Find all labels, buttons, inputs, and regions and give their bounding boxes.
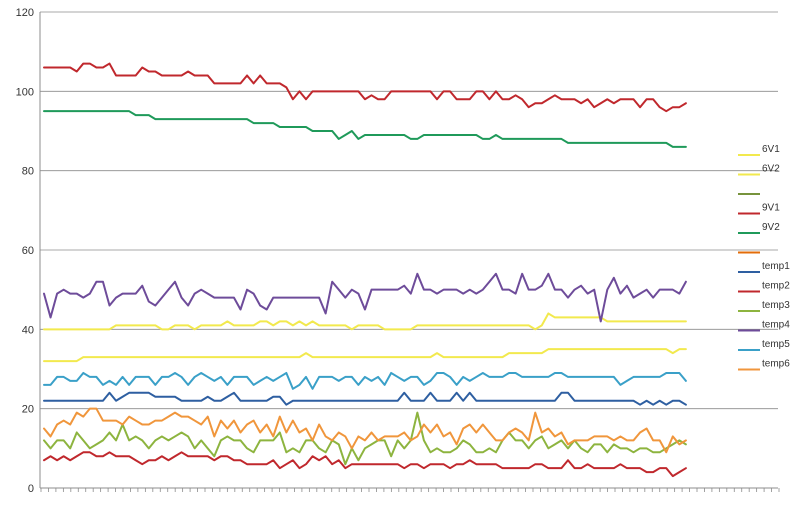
legend-label: temp5 xyxy=(762,339,790,350)
series-line-9V2 xyxy=(43,110,687,148)
legend-label: 9V1 xyxy=(762,203,780,214)
series-lines xyxy=(43,62,687,478)
y-tick-label: 20 xyxy=(22,404,34,416)
legend-label: 6V1 xyxy=(762,144,780,155)
y-tick-label: 80 xyxy=(22,166,34,178)
y-axis-ticks: 0 20 40 60 80 100 120 xyxy=(16,7,34,495)
y-tick-label: 100 xyxy=(16,86,34,98)
legend-label: temp4 xyxy=(762,320,790,331)
y-tick-label: 40 xyxy=(22,324,34,336)
legend-label: temp2 xyxy=(762,281,790,292)
legend-label: temp1 xyxy=(762,261,790,272)
legend: 6V1 6V2 9V1 9V2 temp1 temp2 temp3 temp4 temp5 tem… xyxy=(738,144,790,371)
series-line-temp6 xyxy=(43,407,687,454)
series-line-temp2 xyxy=(43,451,687,478)
legend-label: 9V2 xyxy=(762,222,780,233)
legend-label: 6V2 xyxy=(762,164,780,175)
series-line-9V1 xyxy=(43,62,687,113)
legend-label: temp6 xyxy=(762,359,790,370)
y-tick-label: 120 xyxy=(16,7,34,19)
legend-label: temp3 xyxy=(762,300,790,311)
series-line-temp3 xyxy=(43,411,687,466)
y-tick-label: 0 xyxy=(28,483,34,495)
series-line-6V2 xyxy=(43,348,687,363)
y-tick-label: 60 xyxy=(22,245,34,257)
series-line-temp1 xyxy=(43,391,687,406)
series-line-temp4 xyxy=(43,272,687,323)
series-line-6V1 xyxy=(43,312,687,331)
x-axis-ticks xyxy=(40,488,780,492)
axes xyxy=(39,12,778,489)
series-line-temp5 xyxy=(43,371,687,390)
